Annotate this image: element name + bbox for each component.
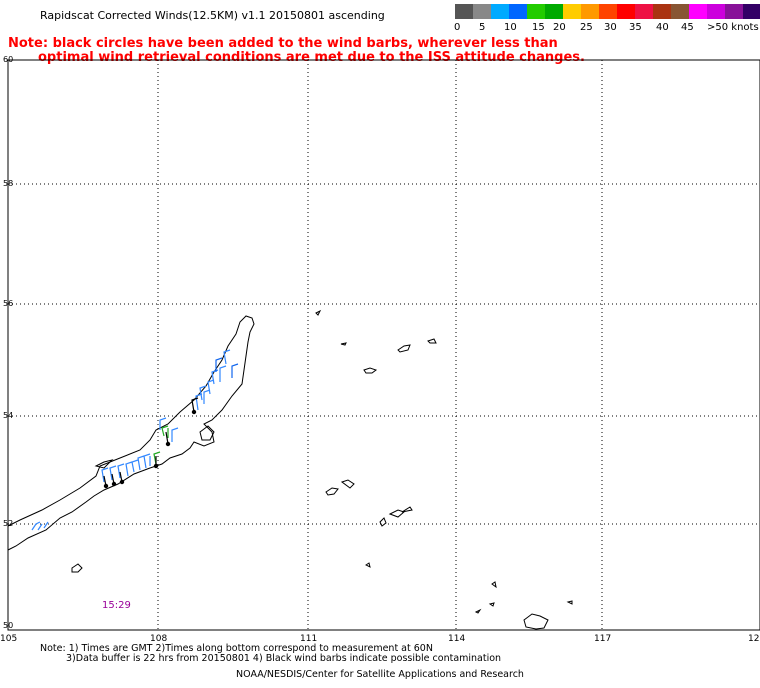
colorbar-segment <box>653 4 671 19</box>
longitude-tick-label: 105 <box>0 634 17 644</box>
olkhon-island <box>94 459 114 469</box>
colorbar-segment <box>563 4 581 19</box>
longitude-tick-label: 108 <box>150 634 167 644</box>
colorbar-label: 15 <box>532 22 545 33</box>
colorbar-segment <box>617 4 635 19</box>
longitude-tick-label: 111 <box>300 634 317 644</box>
longitude-tick-label: 117 <box>594 634 611 644</box>
colorbar-label: >50 knots <box>707 22 759 33</box>
colorbar-segment <box>635 4 653 19</box>
latitude-tick-label: 50 <box>3 621 13 630</box>
colorbar-segment <box>491 4 509 19</box>
colorbar-segment <box>455 4 473 19</box>
wind-barbs <box>31 349 239 531</box>
colorbar-label: 5 <box>479 22 486 33</box>
colorbar-label: 10 <box>504 22 517 33</box>
colorbar-segment <box>473 4 491 19</box>
pass-time-label: 15:29 <box>102 600 131 611</box>
colorbar-label: 35 <box>629 22 642 33</box>
longitude-tick-label: 120 <box>748 634 760 644</box>
colorbar-segment <box>689 4 707 19</box>
footer-note-line2: 3)Data buffer is 22 hrs from 20150801 4)… <box>66 653 502 664</box>
colorbar-segment <box>545 4 563 19</box>
colorbar-segment <box>527 4 545 19</box>
colorbar-segment <box>707 4 725 19</box>
colorbar-segment <box>743 4 760 19</box>
colorbar-segment <box>509 4 527 19</box>
colorbar-label: 20 <box>553 22 566 33</box>
colorbar-label: 30 <box>604 22 617 33</box>
peninsula-outline <box>199 425 215 441</box>
latitude-tick-label: 52 <box>3 519 13 528</box>
wind-speed-colorbar <box>455 4 760 19</box>
lat-lon-grid <box>8 60 760 630</box>
map-title: Rapidscat Corrected Winds(12.5KM) v1.1 2… <box>40 9 385 22</box>
footer-note-line1: Note: 1) Times are GMT 2)Times along bot… <box>40 643 433 654</box>
lake-baikal-outline <box>7 315 255 551</box>
colorbar-segment <box>581 4 599 19</box>
longitude-tick-label: 114 <box>448 634 465 644</box>
colorbar-segment <box>599 4 617 19</box>
small-lakes <box>71 309 573 630</box>
colorbar-label: 40 <box>656 22 669 33</box>
latitude-tick-label: 56 <box>3 299 13 308</box>
colorbar-label: 25 <box>580 22 593 33</box>
contamination-note-line2: optimal wind retrieval conditions are me… <box>38 50 585 65</box>
latitude-tick-label: 60 <box>3 55 13 64</box>
colorbar-label: 45 <box>681 22 694 33</box>
contamination-note-line1: Note: black circles have been added to t… <box>8 36 558 51</box>
credit-line: NOAA/NESDIS/Center for Satellite Applica… <box>236 669 524 680</box>
plot-frame <box>7 59 760 631</box>
colorbar-segment <box>725 4 743 19</box>
latitude-tick-label: 54 <box>3 411 13 420</box>
colorbar-labels: 0 5 10 15 20 25 30 35 40 45 >50 knots <box>448 22 760 34</box>
latitude-tick-label: 58 <box>3 179 13 188</box>
colorbar-segment <box>671 4 689 19</box>
colorbar-label: 0 <box>454 22 461 33</box>
